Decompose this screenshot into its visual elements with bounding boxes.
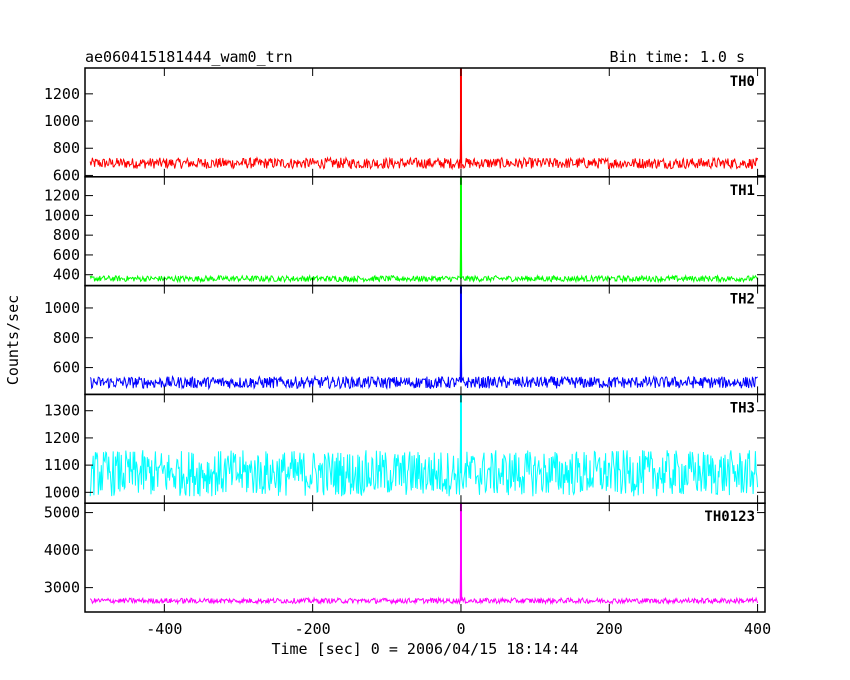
panel-label-th1: TH1 bbox=[730, 183, 755, 199]
y-tick-label: 1200 bbox=[44, 85, 80, 103]
y-axis-title: Counts/sec bbox=[4, 295, 22, 385]
y-tick-label: 1000 bbox=[44, 206, 80, 224]
panel-label-th0123: TH0123 bbox=[704, 509, 755, 525]
series-line-th0123 bbox=[89, 503, 759, 606]
panel-label-th0: TH0 bbox=[730, 74, 755, 90]
chart-title: ae060415181444_wam0_trn bbox=[85, 48, 293, 66]
y-tick-label: 1000 bbox=[44, 112, 80, 130]
bin-time-label: Bin time: 1.0 s bbox=[610, 48, 745, 66]
y-tick-label: 1100 bbox=[44, 456, 80, 474]
y-tick-label: 1000 bbox=[44, 483, 80, 501]
panel-th3: 1000 1100 1200 1300 TH3 bbox=[44, 393, 766, 504]
y-tick-label: 800 bbox=[53, 226, 80, 244]
x-axis-title: Time [sec] 0 = 2006/04/15 18:14:44 bbox=[271, 640, 578, 658]
y-tick-label: 800 bbox=[53, 139, 80, 157]
y-tick-label: 1200 bbox=[44, 429, 80, 447]
panel-frame bbox=[84, 176, 766, 287]
x-tick-label: 0 bbox=[456, 620, 465, 638]
y-tick-label: 1000 bbox=[44, 299, 80, 317]
y-tick-label: 600 bbox=[53, 166, 80, 184]
panel-label-th2: TH2 bbox=[730, 292, 755, 308]
x-tick-label: -400 bbox=[146, 620, 182, 638]
series-line-th2 bbox=[89, 285, 758, 391]
panel-label-th3: TH3 bbox=[730, 400, 755, 416]
panel-frame bbox=[84, 502, 766, 613]
x-tick-label: -200 bbox=[295, 620, 331, 638]
y-tick-label: 800 bbox=[53, 329, 80, 347]
x-tick-label: 400 bbox=[744, 620, 771, 638]
series-line-th3 bbox=[89, 394, 759, 497]
y-tick-label: 5000 bbox=[44, 504, 80, 522]
y-tick-label: 600 bbox=[53, 359, 80, 377]
y-tick-label: 400 bbox=[53, 266, 80, 284]
y-tick-label: 4000 bbox=[44, 541, 80, 559]
y-tick-label: 3000 bbox=[44, 579, 80, 597]
series-line-th1 bbox=[89, 176, 759, 284]
x-tick-label: 200 bbox=[596, 620, 623, 638]
panel-th2: 600 800 1000 TH2 bbox=[44, 284, 766, 396]
y-tick-label: 600 bbox=[53, 246, 80, 264]
panel-th0: 600 800 1000 1200 TH0 bbox=[44, 67, 766, 184]
y-tick-label: 1200 bbox=[44, 187, 80, 205]
series-line-th0 bbox=[89, 67, 759, 171]
y-tick-label: 1300 bbox=[44, 402, 80, 420]
panel-th0123: 3000 4000 5000 TH0123 bbox=[44, 502, 766, 613]
